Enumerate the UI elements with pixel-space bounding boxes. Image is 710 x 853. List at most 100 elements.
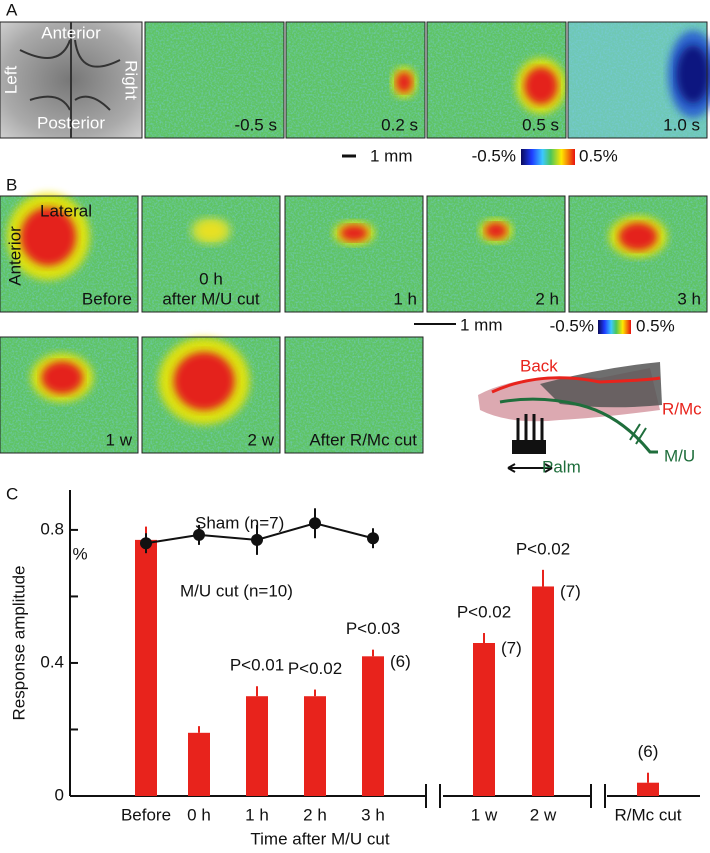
frame-noise bbox=[285, 337, 423, 453]
blob-core bbox=[524, 67, 558, 105]
y-tick-label: 0.4 bbox=[40, 652, 64, 671]
p-label: P<0.02 bbox=[288, 659, 342, 678]
y-tick-label: 0 bbox=[55, 785, 64, 804]
x-axis-label: Time after M/U cut bbox=[250, 829, 389, 848]
image-frame bbox=[284, 336, 424, 454]
frame-label: -0.5 s bbox=[234, 115, 277, 134]
p-label: P<0.02 bbox=[516, 539, 570, 558]
frame-border bbox=[426, 195, 566, 313]
colorbar bbox=[598, 320, 631, 334]
brain-label: Left bbox=[1, 66, 20, 95]
frame-label: 0.5 s bbox=[522, 115, 559, 134]
image-frame bbox=[141, 195, 281, 313]
frame-border bbox=[141, 195, 281, 313]
image-frame bbox=[141, 336, 281, 454]
bar bbox=[473, 643, 495, 796]
orientation-label: Lateral bbox=[40, 201, 92, 220]
frame-label: 1.0 s bbox=[663, 115, 700, 134]
x-tick-label: 2 w bbox=[530, 805, 557, 824]
point bbox=[251, 533, 263, 546]
image-frame bbox=[285, 21, 426, 139]
y-unit: % bbox=[72, 544, 87, 563]
image-frame bbox=[284, 195, 424, 313]
bristles bbox=[516, 414, 544, 440]
nerve-rmc bbox=[491, 376, 661, 394]
colorbar-min: -0.5% bbox=[550, 316, 594, 335]
bar bbox=[532, 586, 554, 796]
image-frame bbox=[144, 21, 285, 139]
legend-label: Sham (n=7) bbox=[195, 513, 284, 532]
blob-core bbox=[41, 361, 83, 394]
p-label: P<0.03 bbox=[346, 619, 400, 638]
bar bbox=[304, 696, 326, 796]
frame-border bbox=[0, 336, 139, 454]
diagram-label: M/U bbox=[664, 446, 695, 465]
orientation-label: Anterior bbox=[5, 226, 24, 286]
point bbox=[193, 528, 205, 541]
y-axis-label: Response amplitude bbox=[9, 566, 28, 721]
x-tick-label: 1 h bbox=[245, 805, 269, 824]
frame-border bbox=[144, 21, 285, 139]
bar bbox=[362, 656, 384, 796]
colorbar-max: 0.5% bbox=[579, 146, 618, 165]
y-tick-label: 0.8 bbox=[40, 519, 64, 538]
frame-label: Before bbox=[82, 289, 132, 308]
legend-label: M/U cut (n=10) bbox=[180, 581, 293, 600]
frame-border bbox=[285, 21, 426, 139]
frame-border bbox=[284, 195, 424, 313]
image-frame bbox=[0, 336, 139, 454]
colorbar-max: 0.5% bbox=[636, 316, 675, 335]
n-label: (7) bbox=[560, 582, 581, 601]
n-label: (7) bbox=[501, 638, 522, 657]
colorbar bbox=[521, 149, 575, 165]
x-tick-label: Before bbox=[121, 805, 171, 824]
image-frame bbox=[0, 193, 139, 313]
panel-label: B bbox=[6, 175, 17, 194]
cut-mark bbox=[629, 423, 647, 445]
x-tick-label: R/Mc cut bbox=[614, 805, 681, 824]
diagram-label: R/Mc bbox=[662, 399, 702, 418]
frame-border bbox=[284, 336, 424, 454]
x-tick-label: 1 w bbox=[471, 805, 498, 824]
n-label: (6) bbox=[390, 652, 411, 671]
image-frame bbox=[567, 21, 710, 139]
frame-border bbox=[568, 195, 708, 313]
frame-label: After R/Mc cut bbox=[309, 430, 417, 449]
bar bbox=[188, 732, 210, 796]
frame-label: 3 h bbox=[677, 289, 701, 308]
blob-core bbox=[20, 207, 76, 266]
image-frame bbox=[426, 21, 567, 139]
scale-label: 1 mm bbox=[460, 315, 503, 334]
brush bbox=[512, 440, 546, 454]
n-label: (6) bbox=[638, 742, 659, 761]
blob-core bbox=[340, 225, 368, 242]
blob-core bbox=[173, 352, 235, 411]
frame-border bbox=[567, 21, 708, 139]
blob-core bbox=[395, 71, 413, 93]
point bbox=[140, 537, 152, 550]
frame-noise bbox=[285, 196, 423, 312]
frame-label: 0.2 s bbox=[381, 115, 418, 134]
frame-label: 1 w bbox=[106, 430, 133, 449]
bar bbox=[246, 696, 268, 796]
frame-label: 2 h bbox=[535, 289, 559, 308]
frame-noise bbox=[145, 22, 284, 138]
frame-label: 0 h bbox=[199, 269, 223, 288]
frame-label: 2 w bbox=[248, 430, 275, 449]
hand-dorsum bbox=[540, 362, 662, 408]
panel-label: C bbox=[6, 484, 18, 503]
brain-label: Right bbox=[122, 60, 141, 100]
blob-core bbox=[484, 222, 508, 239]
colorbar-min: -0.5% bbox=[472, 146, 516, 165]
frame-noise bbox=[427, 196, 565, 312]
image-frame bbox=[568, 195, 708, 313]
bar bbox=[637, 782, 659, 796]
vessels bbox=[19, 22, 121, 138]
bar bbox=[135, 539, 157, 796]
p-label: P<0.01 bbox=[230, 656, 284, 675]
x-tick-label: 3 h bbox=[361, 805, 385, 824]
blob-core bbox=[618, 222, 658, 251]
diagram-label: Palm bbox=[542, 457, 581, 476]
